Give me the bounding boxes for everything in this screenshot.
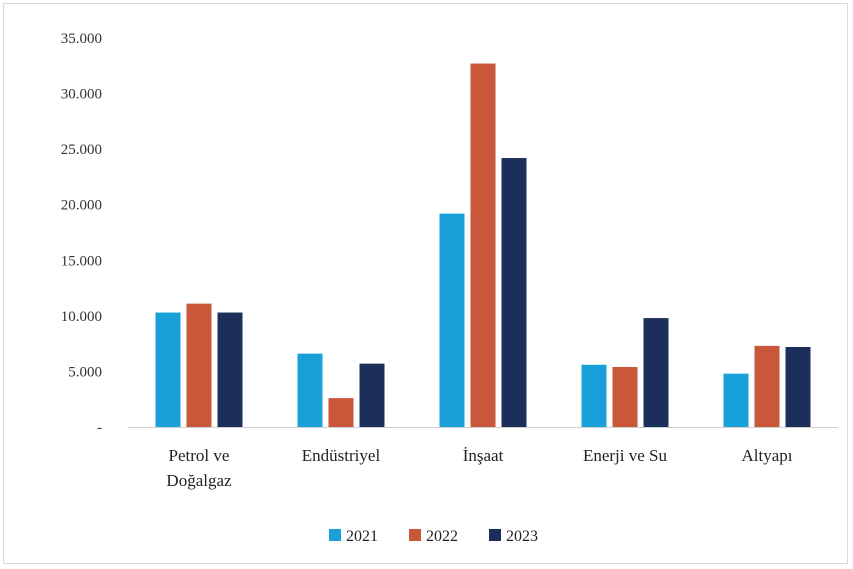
x-tick-label: Petrol ve bbox=[169, 446, 230, 465]
legend-swatch bbox=[329, 529, 341, 541]
bar-2022 bbox=[470, 63, 496, 427]
bar-2022 bbox=[754, 345, 780, 427]
bar-2021 bbox=[297, 353, 323, 427]
bar-2023 bbox=[359, 363, 385, 427]
y-tick-label: - bbox=[97, 420, 102, 436]
x-tick-label: Altyapı bbox=[742, 446, 793, 465]
legend-label: 2023 bbox=[506, 528, 538, 545]
legend-swatch bbox=[489, 529, 501, 541]
legend-label: 2021 bbox=[346, 528, 378, 545]
legend-label: 2022 bbox=[426, 528, 458, 545]
chart-frame bbox=[3, 3, 848, 564]
y-tick-label: 10.000 bbox=[61, 309, 102, 325]
bar-2021 bbox=[723, 373, 749, 427]
bar-2022 bbox=[612, 366, 638, 427]
y-tick-label: 35.000 bbox=[61, 31, 102, 47]
x-tick-label: Doğalgaz bbox=[166, 471, 232, 490]
bar-2023 bbox=[501, 158, 527, 427]
legend: 2021 2022 2023 bbox=[329, 528, 538, 545]
x-tick-label: Endüstriyel bbox=[302, 446, 381, 465]
bar-2021 bbox=[439, 213, 465, 427]
bar-2021 bbox=[155, 312, 181, 427]
bar-2022 bbox=[186, 303, 212, 427]
legend-swatch bbox=[409, 529, 421, 541]
x-tick-label: Enerji ve Su bbox=[583, 446, 668, 465]
bar-2021 bbox=[581, 364, 607, 427]
x-tick-label: İnşaat bbox=[463, 446, 504, 465]
x-axis-labels: Petrol ve Doğalgaz Endüstriyel İnşaat Enerji… bbox=[166, 446, 792, 490]
bar-2023 bbox=[785, 346, 811, 427]
y-tick-label: 5.000 bbox=[68, 364, 102, 380]
y-tick-label: 15.000 bbox=[61, 253, 102, 269]
y-axis-ticks: - 5.000 10.000 15.000 20.000 25.000 30.000 35.0… bbox=[61, 31, 102, 436]
bar-2023 bbox=[217, 312, 243, 427]
y-tick-label: 25.000 bbox=[61, 142, 102, 158]
y-tick-label: 30.000 bbox=[61, 87, 102, 103]
bar-2023 bbox=[643, 318, 669, 427]
y-tick-label: 20.000 bbox=[61, 198, 102, 214]
bars bbox=[155, 63, 811, 427]
bar-2022 bbox=[328, 398, 354, 427]
